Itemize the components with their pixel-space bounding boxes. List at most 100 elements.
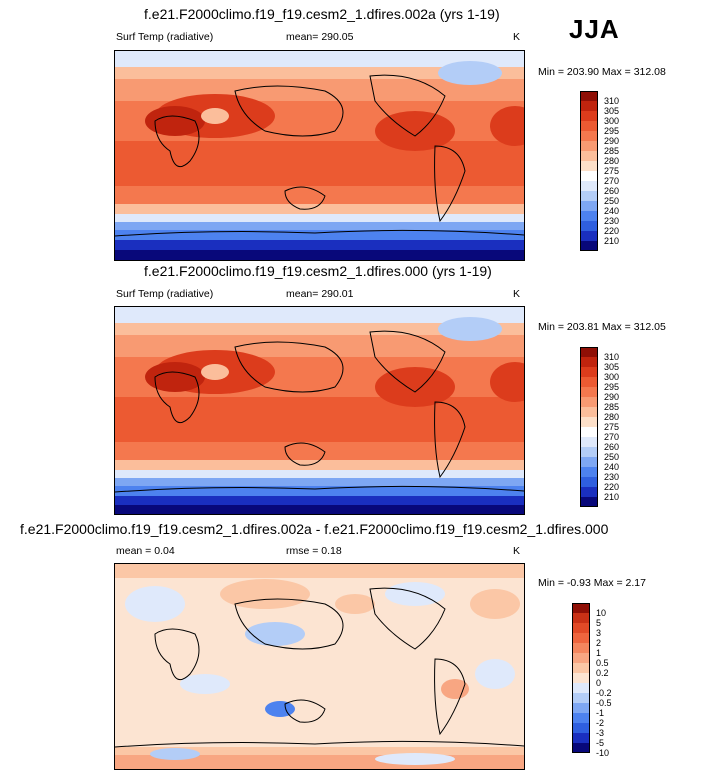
colorbar-label: 230 (604, 216, 620, 226)
panel2-map (114, 306, 525, 515)
colorbar-swatch (580, 427, 598, 437)
colorbar-label: 270 (604, 432, 620, 442)
colorbar-label: 305 (604, 106, 620, 116)
colorbar-swatch (580, 467, 598, 477)
colorbar-swatch (580, 497, 598, 507)
colorbar-label: 0 (596, 678, 602, 688)
colorbar-label: 220 (604, 226, 620, 236)
colorbar-swatch (580, 477, 598, 487)
colorbar-label: 250 (604, 452, 620, 462)
colorbar-swatch (580, 447, 598, 457)
colorbar-swatch (580, 121, 598, 131)
panel3-mean: mean = 0.04 (116, 545, 175, 557)
colorbar-label: -1 (596, 708, 605, 718)
colorbar-label: -0.5 (596, 698, 612, 708)
colorbar-label: 310 (604, 96, 620, 106)
colorbar-swatch (580, 101, 598, 111)
panel1-title: f.e21.F2000climo.f19_f19.cesm2_1.dfires.… (144, 6, 500, 22)
colorbar-swatch (580, 91, 598, 101)
colorbar-label: -5 (596, 738, 605, 748)
colorbar-swatch (572, 603, 590, 613)
colorbar-swatch (572, 613, 590, 623)
colorbar-label: 210 (604, 236, 620, 246)
panel2-mean: mean= 290.01 (286, 288, 354, 300)
colorbar-label: 295 (604, 126, 620, 136)
colorbar-label: 260 (604, 186, 620, 196)
colorbar-label: 290 (604, 136, 620, 146)
colorbar-label: 295 (604, 382, 620, 392)
panel1-mean: mean= 290.05 (286, 31, 354, 43)
panel2-variable: Surf Temp (radiative) (116, 288, 214, 300)
panel2-temperature-field (115, 307, 524, 514)
colorbar-label: 1 (596, 648, 602, 658)
colorbar-swatch (572, 703, 590, 713)
colorbar-swatch (572, 683, 590, 693)
colorbar-label: 230 (604, 472, 620, 482)
panel3-difference-field (115, 564, 524, 769)
panel3-units: K (513, 545, 521, 557)
colorbar-swatch (572, 713, 590, 723)
panel1-temperature-field (115, 51, 524, 260)
colorbar-label: 275 (604, 422, 620, 432)
colorbar-swatch (580, 457, 598, 467)
colorbar-swatch (580, 221, 598, 231)
colorbar-label: 2 (596, 638, 602, 648)
colorbar-swatch (580, 211, 598, 221)
colorbar-label: 275 (604, 166, 620, 176)
colorbar-swatch (580, 151, 598, 161)
colorbar-swatch (572, 723, 590, 733)
colorbar-swatch (572, 673, 590, 683)
colorbar-swatch (580, 387, 598, 397)
colorbar-swatch (572, 623, 590, 633)
colorbar-label: 285 (604, 402, 620, 412)
colorbar-label: 3 (596, 628, 602, 638)
colorbar-label: 300 (604, 372, 620, 382)
colorbar-swatch (580, 417, 598, 427)
panel2-title: f.e21.F2000climo.f19_f19.cesm2_1.dfires.… (144, 263, 492, 279)
colorbar-label: 280 (604, 156, 620, 166)
panel2-minmax: Min = 203.81 Max = 312.05 (538, 321, 666, 333)
colorbar-swatch (580, 377, 598, 387)
colorbar-swatch (572, 663, 590, 673)
colorbar-swatch (572, 653, 590, 663)
colorbar-swatch (580, 397, 598, 407)
colorbar-swatch (580, 231, 598, 241)
colorbar-label: -10 (596, 748, 610, 758)
colorbar-swatch (580, 171, 598, 181)
colorbar-swatch (580, 437, 598, 447)
colorbar-swatch (572, 733, 590, 743)
colorbar-swatch (572, 633, 590, 643)
panel1-units: K (513, 31, 521, 43)
colorbar-label: -2 (596, 718, 605, 728)
colorbar-label: 290 (604, 392, 620, 402)
colorbar-label: 0.5 (596, 658, 609, 668)
colorbar-label: 250 (604, 196, 620, 206)
colorbar-swatch (580, 487, 598, 497)
panel1-minmax: Min = 203.90 Max = 312.08 (538, 66, 666, 78)
colorbar-swatch (580, 367, 598, 377)
panel1-map (114, 50, 525, 261)
colorbar-label: 300 (604, 116, 620, 126)
colorbar-swatch (580, 201, 598, 211)
colorbar-label: 5 (596, 618, 602, 628)
colorbar-label: 270 (604, 176, 620, 186)
panel3-rmse: rmse = 0.18 (286, 545, 342, 557)
colorbar-label: 10 (596, 608, 607, 618)
colorbar-label: 240 (604, 206, 620, 216)
panel1-variable: Surf Temp (radiative) (116, 31, 214, 43)
colorbar-swatch (572, 693, 590, 703)
colorbar-swatch (580, 141, 598, 151)
panel3-map (114, 563, 525, 770)
panel3-title: f.e21.F2000climo.f19_f19.cesm2_1.dfires.… (20, 521, 609, 537)
colorbar-swatch (580, 241, 598, 251)
colorbar-swatch (580, 407, 598, 417)
colorbar-label: -3 (596, 728, 605, 738)
colorbar-swatch (580, 347, 598, 357)
colorbar-swatch (572, 743, 590, 753)
colorbar-label: 0.2 (596, 668, 609, 678)
colorbar-label: 305 (604, 362, 620, 372)
colorbar-label: 285 (604, 146, 620, 156)
colorbar-swatch (580, 191, 598, 201)
panel2-units: K (513, 288, 521, 300)
panel3-minmax: Min = -0.93 Max = 2.17 (538, 577, 646, 589)
